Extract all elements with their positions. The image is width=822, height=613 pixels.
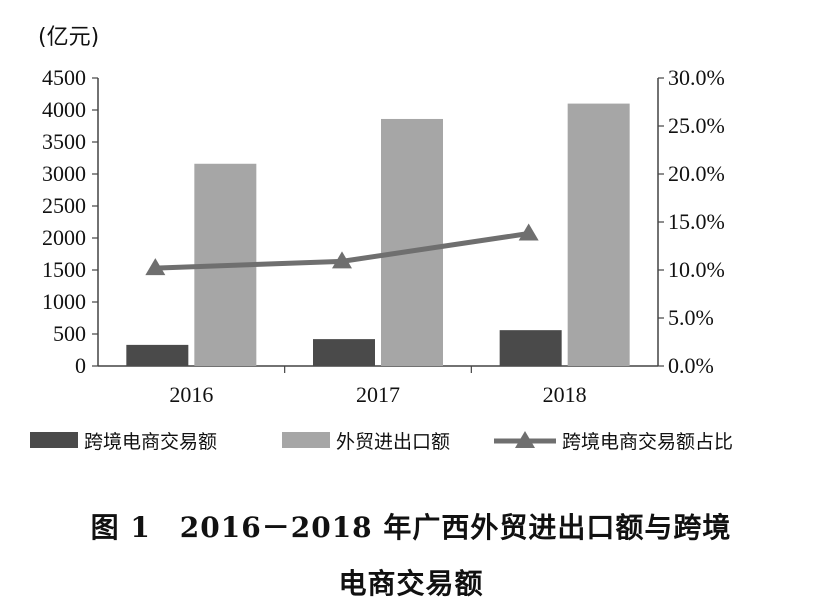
y-right-tick-label: 20.0%: [668, 161, 725, 186]
chart: (亿元) 0 500 1000 1500 2000 2500 3000 3500 4000 450…: [30, 25, 733, 453]
ratio-point-2016: [145, 258, 166, 276]
x-tick-label: 2018: [543, 382, 587, 407]
legend-label-foreign-trade: 外贸进出口额: [336, 431, 450, 453]
axes: 0 500 1000 1500 2000 2500 3000 3500 4000 4500 0.0%…: [42, 65, 725, 407]
y-right-tick-label: 15.0%: [668, 209, 725, 234]
bar-foreign-trade-2018: [567, 103, 630, 366]
y-right-tick-label: 0.0%: [668, 353, 714, 378]
bars: [126, 103, 630, 367]
figure-caption-line-1: 图 1 2016－2018 年广西外贸进出口额与跨境: [90, 511, 732, 544]
y-right-tick-label: 30.0%: [668, 65, 725, 90]
y-left-tick-label: 3500: [42, 129, 86, 154]
y-left-tick-label: 500: [53, 321, 86, 346]
legend-swatch-ratio-marker: [515, 431, 535, 448]
legend-swatch-foreign-trade: [282, 432, 330, 448]
bar-foreign-trade-2017: [381, 118, 443, 367]
bar-cross-border-ecommerce-2018: [499, 330, 562, 366]
x-tick-label: 2016: [169, 382, 213, 407]
y-left-tick-label: 1500: [42, 257, 86, 282]
y-left-tick-label: 2500: [42, 193, 86, 218]
legend-label-ratio: 跨境电商交易额占比: [562, 431, 733, 453]
x-tick-label: 2017: [356, 382, 400, 407]
bar-cross-border-ecommerce-2016: [126, 344, 189, 366]
y-left-tick-label: 3000: [42, 161, 86, 186]
ratio-line-series: [145, 223, 539, 276]
y-left-tick-label: 4500: [42, 65, 86, 90]
y-left-tick-label: 4000: [42, 97, 86, 122]
y-left-tick-label: 1000: [42, 289, 86, 314]
bar-cross-border-ecommerce-2017: [313, 339, 375, 366]
legend-label-cross-border-ecommerce: 跨境电商交易额: [84, 431, 217, 453]
legend: 跨境电商交易额 外贸进出口额 跨境电商交易额占比: [30, 431, 733, 453]
legend-swatch-cross-border-ecommerce: [30, 432, 78, 448]
y-axis-unit-label: (亿元): [38, 25, 99, 50]
y-right-tick-label: 10.0%: [668, 257, 725, 282]
y-right-tick-label: 25.0%: [668, 113, 725, 138]
y-right-tick-label: 5.0%: [668, 305, 714, 330]
y-left-tick-label: 0: [75, 353, 86, 378]
ratio-point-2017: [332, 251, 352, 269]
ratio-point-2018: [518, 223, 539, 241]
figure-caption-line-2: 电商交易额: [338, 567, 484, 600]
y-left-tick-label: 2000: [42, 225, 86, 250]
